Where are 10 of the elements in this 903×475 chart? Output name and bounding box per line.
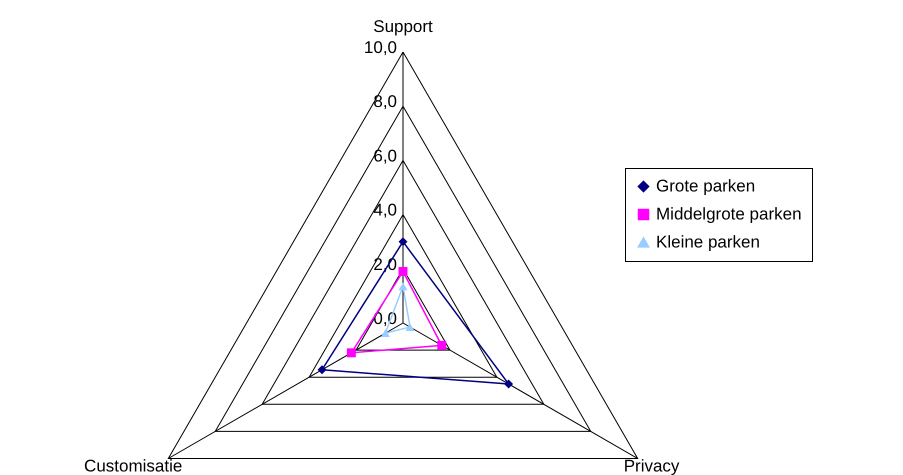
legend-label: Kleine parken [656, 232, 760, 252]
legend-label: Middelgrote parken [656, 204, 802, 224]
y-tick-label: 6,0 [373, 146, 397, 166]
spoke-label: Customisatie [84, 456, 182, 475]
y-tick-label: 8,0 [373, 92, 397, 112]
legend-label: Grote parken [656, 176, 756, 196]
spoke-label: Privacy [624, 456, 680, 475]
y-tick-label: 4,0 [373, 200, 397, 220]
spoke-label: Support [373, 17, 434, 36]
y-tick-label: 10,0 [364, 38, 397, 57]
